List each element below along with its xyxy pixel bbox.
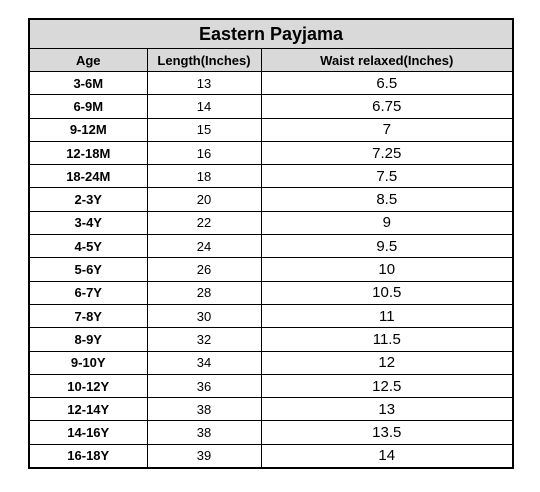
table-cell: 15 bbox=[146, 117, 262, 142]
table-cell: 30 bbox=[146, 303, 262, 329]
table-row: 4-5Y 24 9.5 bbox=[28, 234, 514, 259]
table-row: 3-6M 13 6.5 bbox=[28, 70, 514, 96]
table-cell: 13 bbox=[260, 397, 514, 422]
table-cell: 28 bbox=[146, 280, 262, 305]
table-cell: 12-14Y bbox=[28, 397, 148, 422]
table-cell: 10 bbox=[260, 257, 514, 282]
table-cell: 2-3Y bbox=[28, 187, 148, 212]
table-cell: 9.5 bbox=[260, 234, 514, 259]
table-row: 8-9Y 32 11.5 bbox=[28, 327, 514, 352]
table-cell: 12-18M bbox=[28, 140, 148, 166]
header-row: Age Length(Inches) Waist relaxed(Inches) bbox=[28, 48, 514, 72]
table-cell: 6.5 bbox=[260, 70, 514, 96]
table-body: 3-6M 13 6.5 6-9M 14 6.75 9-12M 15 7 12-18M 16 7.25 1… bbox=[28, 70, 514, 469]
table-cell: 10-12Y bbox=[28, 373, 148, 399]
table-cell: 20 bbox=[146, 187, 262, 212]
table-cell: 10.5 bbox=[260, 280, 514, 305]
table-cell: 8-9Y bbox=[28, 327, 148, 352]
table-cell: 39 bbox=[146, 443, 262, 469]
table-cell: 7 bbox=[260, 117, 514, 142]
table-row: 10-12Y 36 12.5 bbox=[28, 373, 514, 399]
table-cell: 18-24M bbox=[28, 164, 148, 189]
table-cell: 9-10Y bbox=[28, 350, 148, 375]
table-cell: 9-12M bbox=[28, 117, 148, 142]
column-header: Length(Inches) bbox=[146, 48, 262, 72]
table-cell: 6-7Y bbox=[28, 280, 148, 305]
table-cell: 6.75 bbox=[260, 94, 514, 119]
table-cell: 7-8Y bbox=[28, 303, 148, 329]
table-row: 12-18M 16 7.25 bbox=[28, 140, 514, 166]
size-table: Eastern Payjama Age Length(Inches) Waist r… bbox=[28, 18, 515, 470]
table-cell: 24 bbox=[146, 234, 262, 259]
table-cell: 34 bbox=[146, 350, 262, 375]
table-row: 5-6Y 26 10 bbox=[28, 257, 514, 282]
table-cell: 11.5 bbox=[260, 327, 514, 352]
table-row: 14-16Y 38 13.5 bbox=[28, 420, 514, 445]
table-cell: 38 bbox=[146, 397, 262, 422]
table-cell: 7.5 bbox=[260, 164, 514, 189]
table-cell: 13 bbox=[146, 70, 262, 96]
table-cell: 7.25 bbox=[260, 140, 514, 166]
table-cell: 13.5 bbox=[260, 420, 514, 445]
table-cell: 6-9M bbox=[28, 94, 148, 119]
table-row: 9-12M 15 7 bbox=[28, 117, 514, 142]
table-cell: 3-6M bbox=[28, 70, 148, 96]
table-cell: 4-5Y bbox=[28, 234, 148, 259]
table-row: 3-4Y 22 9 bbox=[28, 210, 514, 236]
table-cell: 16 bbox=[146, 140, 262, 166]
table-cell: 22 bbox=[146, 210, 262, 236]
table-row: 9-10Y 34 12 bbox=[28, 350, 514, 375]
table-row: 2-3Y 20 8.5 bbox=[28, 187, 514, 212]
table-cell: 14 bbox=[146, 94, 262, 119]
table-cell: 14 bbox=[260, 443, 514, 469]
table-row: 6-7Y 28 10.5 bbox=[28, 280, 514, 305]
table-cell: 38 bbox=[146, 420, 262, 445]
table-row: 6-9M 14 6.75 bbox=[28, 94, 514, 119]
table-cell: 18 bbox=[146, 164, 262, 189]
column-header: Waist relaxed(Inches) bbox=[260, 48, 514, 72]
table-title: Eastern Payjama bbox=[28, 18, 514, 49]
table-cell: 12 bbox=[260, 350, 514, 375]
size-chart: Eastern Payjama Age Length(Inches) Waist r… bbox=[28, 18, 515, 470]
table-row: 7-8Y 30 11 bbox=[28, 303, 514, 329]
table-cell: 9 bbox=[260, 210, 514, 236]
table-row: 12-14Y 38 13 bbox=[28, 397, 514, 422]
table-cell: 36 bbox=[146, 373, 262, 399]
table-cell: 3-4Y bbox=[28, 210, 148, 236]
table-cell: 26 bbox=[146, 257, 262, 282]
column-header: Age bbox=[28, 48, 148, 72]
table-cell: 14-16Y bbox=[28, 420, 148, 445]
table-cell: 8.5 bbox=[260, 187, 514, 212]
table-cell: 12.5 bbox=[260, 373, 514, 399]
table-cell: 11 bbox=[260, 303, 514, 329]
table-row: 18-24M 18 7.5 bbox=[28, 164, 514, 189]
table-cell: 5-6Y bbox=[28, 257, 148, 282]
table-cell: 16-18Y bbox=[28, 443, 148, 469]
table-row: 16-18Y 39 14 bbox=[28, 443, 514, 469]
table-cell: 32 bbox=[146, 327, 262, 352]
